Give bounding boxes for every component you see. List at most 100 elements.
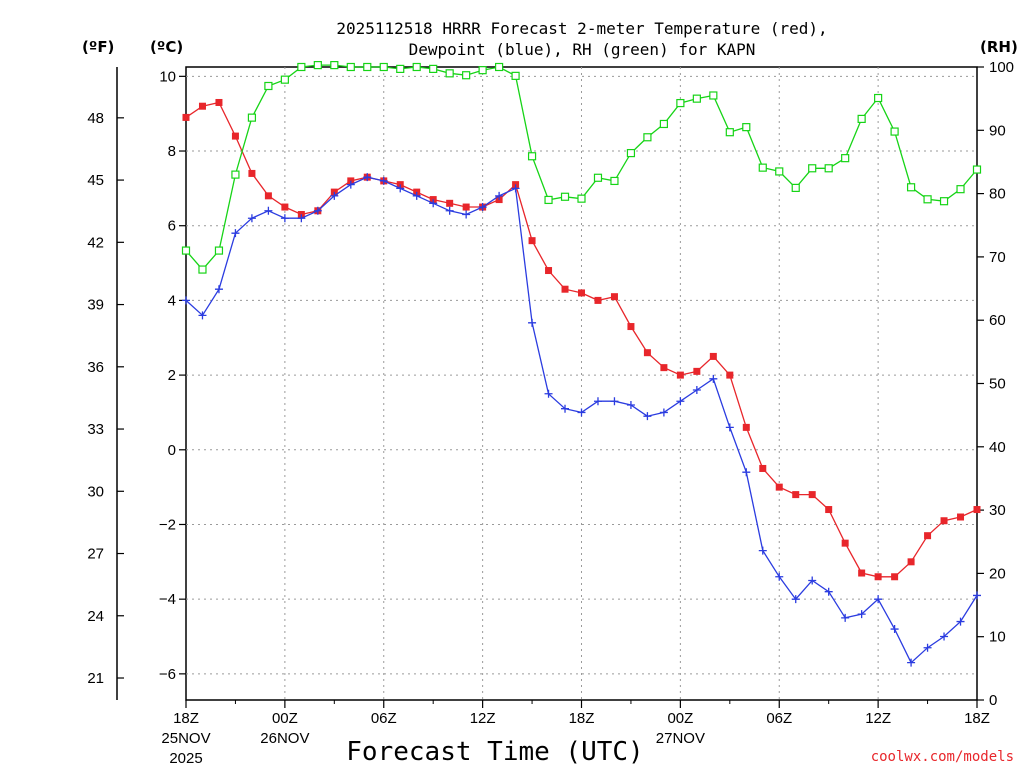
dewpoint-point [593,397,602,406]
temperature-point [264,192,272,200]
celsius-tick-label: −2 [159,516,176,533]
series-group-1 [182,98,981,581]
dewpoint-point [346,180,355,189]
celsius-tick-label: 10 [159,68,176,85]
rh-tick-label: 40 [989,439,1006,456]
rh-point [231,170,240,179]
temperature-point [891,573,899,581]
dewpoint-point [709,374,718,383]
temperature-point [742,423,750,431]
rh-point [214,246,224,255]
rh-point [890,127,899,136]
dewpoint-point [313,206,322,215]
rh-point [313,61,322,70]
rh-point [396,64,405,73]
temperature-point [528,237,536,245]
fahrenheit-tick-label: 33 [87,421,104,438]
temperature-point [215,98,223,106]
rh-point [791,183,800,193]
temperature-point [676,371,684,379]
temperature-point [660,364,668,372]
rh-point [874,93,883,103]
series-group-3 [181,61,982,274]
temperature-point [248,169,256,177]
credit-label: coolwx.com/models [871,749,1014,765]
dewpoint-point [857,610,866,619]
dewpoint-point [231,229,240,238]
celsius-tick-label: 0 [168,442,176,459]
x-tick-label: 00Z [667,710,693,727]
rh-tick-label: 30 [989,502,1006,519]
dewpoint-point [297,214,306,223]
dewpoint-point [445,206,454,215]
plot-frame [185,66,978,701]
dewpoint-point [330,191,339,200]
dewpoint-point [692,386,701,395]
fahrenheit-tick-label: 48 [87,110,104,127]
rh-point [478,66,487,75]
temperature-point [281,203,289,211]
rh-tick-label: 80 [989,186,1006,203]
rh-point [758,163,767,172]
x-tick-label: 06Z [766,710,792,727]
temperature-point [874,573,882,581]
temperature-point [709,352,717,360]
dewpoint-point [824,587,833,596]
rh-point [593,173,603,182]
temperature-point [446,199,454,207]
temperature-point [610,293,618,301]
x-tick-label: 12Z [865,710,891,727]
rh-point [280,75,289,84]
rh-point [445,69,454,78]
rh-point [297,62,306,72]
rh-point [676,98,685,108]
rh-point [956,185,965,194]
fahrenheit-tick-label: 21 [87,670,104,687]
dewpoint-point [528,318,537,327]
dewpoint-point [511,184,520,193]
fahrenheit-tick-label: 27 [87,546,104,563]
rh-point [181,246,191,255]
dewpoint-point [626,400,635,409]
dewpoint-point [544,389,553,398]
fahrenheit-unit-label: (ºF) [82,38,114,56]
dewpoint-point [478,203,487,212]
dewpoint-point [643,412,652,421]
x-tick-label: 18Z [173,710,199,727]
temperature-point [825,506,833,514]
rh-point [923,195,932,204]
temperature-point [858,569,866,577]
celsius-axis-ticks: 10 8 6 4 2 0 −2 −4 −6 [159,68,186,683]
grid-lines [186,67,977,700]
rh-point [198,265,207,274]
dewpoint-point [412,191,421,200]
dewpoint-point [907,658,916,667]
dewpoint-point [379,176,388,185]
dewpoint-point [923,643,932,652]
rh-point [264,81,273,91]
rh-point [841,154,850,163]
rh-point [610,176,619,186]
temperature-point [759,464,767,472]
rh-point [346,62,355,72]
rh-point [659,119,668,129]
rh-point [709,91,718,100]
fahrenheit-tick-label: 30 [87,483,104,500]
dewpoint-point [791,595,800,604]
temperature-point [561,285,569,293]
temperature-point [693,367,701,375]
dewpoint-point [182,296,190,305]
rh-tick-label: 10 [989,629,1006,646]
rh-tick-label: 70 [989,249,1006,266]
temperature-point [808,491,816,499]
x-tick-label: 06Z [371,710,397,727]
rh-point [247,113,257,122]
temperature-point [973,506,981,514]
temperature-point [957,513,965,521]
x-axis-ticks: 18Z 25NOV 2025 00Z 26NOV 06Z 12Z 18Z 00Z 27NOV 06Z… [161,700,990,767]
dewpoint-point [758,546,767,555]
rh-point [857,114,866,124]
chart-title-line2: Dewpoint (blue), RH (green) for KAPN [409,40,756,59]
